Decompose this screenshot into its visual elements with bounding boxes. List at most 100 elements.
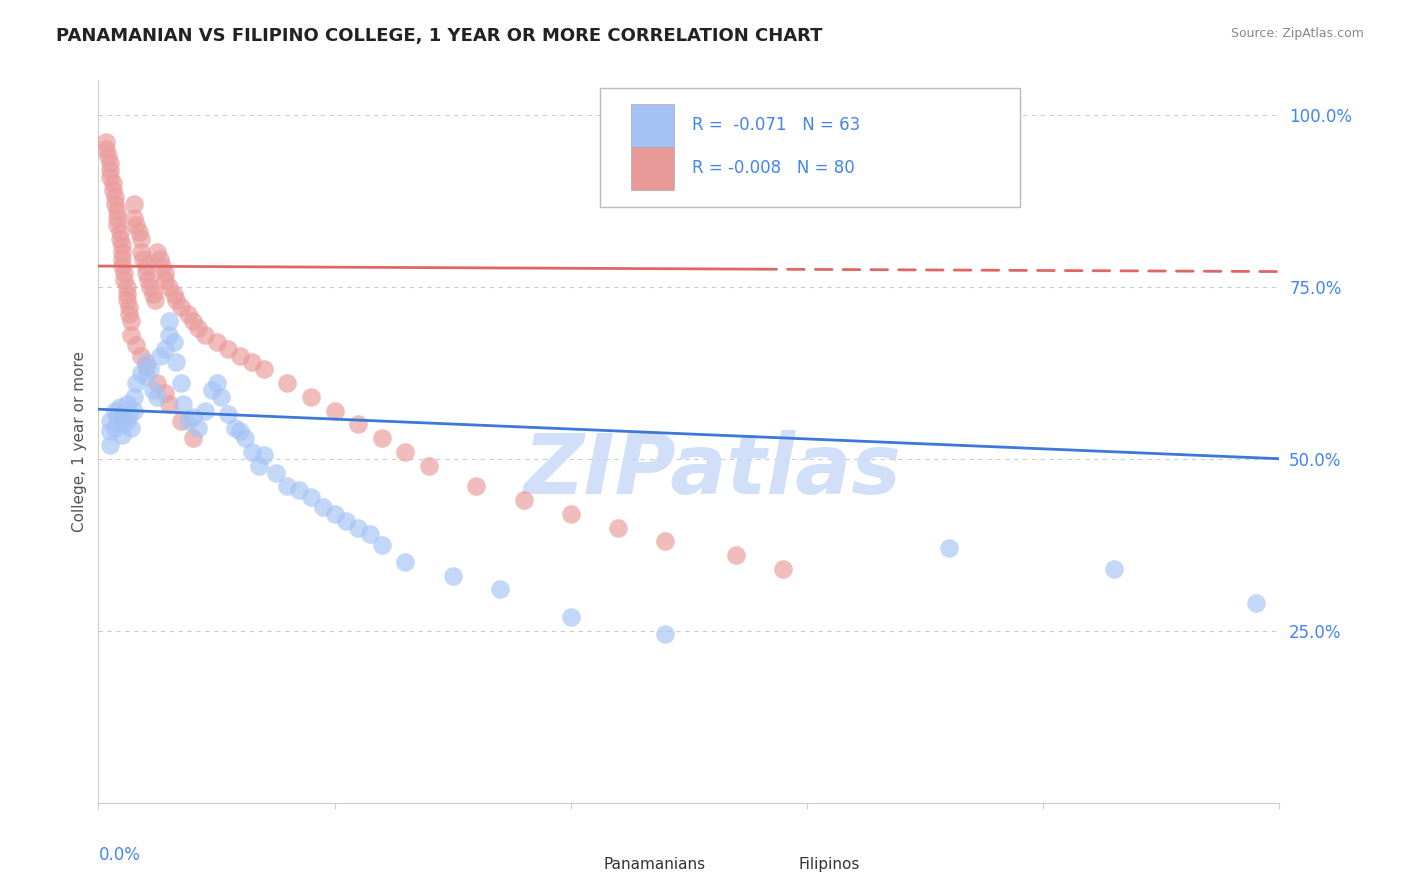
Point bbox=[157, 279, 180, 293]
Point bbox=[111, 238, 134, 252]
FancyBboxPatch shape bbox=[631, 147, 673, 190]
Point bbox=[111, 427, 134, 442]
Point bbox=[135, 359, 157, 373]
Point bbox=[111, 259, 134, 273]
Point bbox=[98, 162, 121, 177]
Point bbox=[111, 410, 134, 425]
Point bbox=[128, 225, 150, 239]
Point bbox=[299, 490, 322, 504]
Point bbox=[170, 301, 193, 315]
Point bbox=[233, 431, 256, 445]
Point bbox=[104, 197, 127, 211]
Point bbox=[139, 362, 162, 376]
Point bbox=[165, 293, 187, 308]
Point bbox=[560, 610, 582, 624]
Point bbox=[118, 307, 141, 321]
Point bbox=[94, 142, 117, 156]
Point bbox=[418, 458, 440, 473]
Point bbox=[441, 568, 464, 582]
Point bbox=[772, 562, 794, 576]
Point bbox=[108, 400, 131, 414]
Text: R = -0.008   N = 80: R = -0.008 N = 80 bbox=[693, 160, 855, 178]
Point bbox=[371, 538, 394, 552]
Point bbox=[181, 410, 204, 425]
FancyBboxPatch shape bbox=[600, 87, 1019, 207]
Point bbox=[121, 327, 143, 342]
Y-axis label: College, 1 year or more: College, 1 year or more bbox=[72, 351, 87, 532]
Point bbox=[129, 366, 152, 380]
Point bbox=[104, 403, 127, 417]
Point bbox=[121, 421, 143, 435]
Point bbox=[132, 252, 155, 267]
Point bbox=[118, 301, 141, 315]
Point bbox=[98, 414, 121, 428]
Point bbox=[150, 259, 173, 273]
Point bbox=[111, 252, 134, 267]
Point bbox=[105, 218, 128, 232]
Point bbox=[181, 431, 204, 445]
Point bbox=[240, 355, 263, 369]
Point bbox=[108, 225, 131, 239]
Point bbox=[111, 417, 134, 432]
Point bbox=[115, 286, 138, 301]
Point bbox=[135, 259, 157, 273]
Point bbox=[115, 414, 138, 428]
Point bbox=[142, 383, 165, 397]
Point bbox=[394, 445, 416, 459]
Point bbox=[153, 273, 176, 287]
Point bbox=[115, 397, 138, 411]
Point bbox=[654, 534, 676, 549]
Point bbox=[149, 349, 172, 363]
Point bbox=[105, 211, 128, 225]
Text: Panamanians: Panamanians bbox=[605, 857, 706, 872]
Point bbox=[115, 279, 138, 293]
Point bbox=[489, 582, 512, 597]
Point bbox=[276, 376, 298, 390]
FancyBboxPatch shape bbox=[557, 847, 599, 884]
Point bbox=[187, 421, 209, 435]
Point bbox=[108, 231, 131, 245]
Point bbox=[288, 483, 311, 497]
Point bbox=[1244, 596, 1267, 610]
Point bbox=[135, 369, 157, 384]
Point bbox=[135, 355, 157, 369]
Point bbox=[143, 293, 166, 308]
Point bbox=[101, 177, 124, 191]
Point bbox=[512, 493, 534, 508]
Point bbox=[229, 424, 252, 438]
Text: ZIPatlas: ZIPatlas bbox=[523, 430, 901, 511]
Point bbox=[654, 627, 676, 641]
Point bbox=[101, 183, 124, 197]
Point bbox=[115, 293, 138, 308]
Point bbox=[177, 307, 200, 321]
Point bbox=[129, 231, 152, 245]
Point bbox=[335, 514, 357, 528]
Point bbox=[111, 245, 134, 260]
Point bbox=[181, 314, 204, 328]
Point bbox=[217, 342, 239, 356]
Point bbox=[157, 397, 180, 411]
Point bbox=[153, 342, 176, 356]
Point bbox=[224, 421, 246, 435]
Point bbox=[323, 507, 346, 521]
Point bbox=[125, 218, 148, 232]
Point bbox=[209, 390, 232, 404]
Point bbox=[112, 273, 135, 287]
Point bbox=[139, 279, 162, 293]
Point bbox=[135, 266, 157, 280]
Point bbox=[240, 445, 263, 459]
Point bbox=[136, 273, 159, 287]
Point bbox=[149, 252, 172, 267]
Point bbox=[129, 245, 152, 260]
Point bbox=[312, 500, 335, 514]
Text: Filipinos: Filipinos bbox=[799, 857, 860, 872]
Point bbox=[359, 527, 381, 541]
Point bbox=[165, 355, 187, 369]
Point bbox=[125, 338, 148, 352]
Point bbox=[465, 479, 488, 493]
Point bbox=[229, 349, 252, 363]
Point bbox=[125, 376, 148, 390]
Point bbox=[122, 403, 145, 417]
Point bbox=[122, 390, 145, 404]
Point bbox=[247, 458, 270, 473]
